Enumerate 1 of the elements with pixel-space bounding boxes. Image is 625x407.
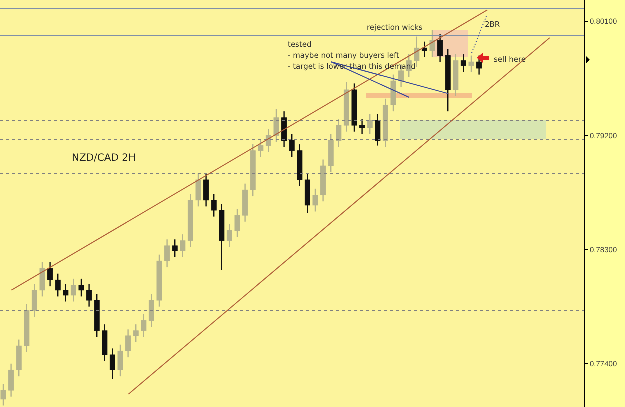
text: NZD/CAD 2H [72, 153, 136, 164]
